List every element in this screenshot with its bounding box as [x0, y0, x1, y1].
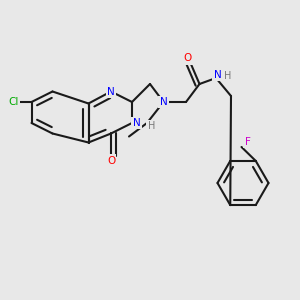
Text: N: N — [160, 97, 167, 107]
Text: O: O — [107, 155, 115, 166]
Text: N: N — [107, 86, 115, 97]
Text: Cl: Cl — [9, 97, 19, 107]
Text: F: F — [244, 136, 250, 147]
Text: H: H — [224, 70, 232, 81]
Text: N: N — [214, 70, 221, 80]
Text: H: H — [148, 121, 155, 131]
Text: O: O — [183, 53, 192, 64]
Text: N: N — [133, 118, 140, 128]
